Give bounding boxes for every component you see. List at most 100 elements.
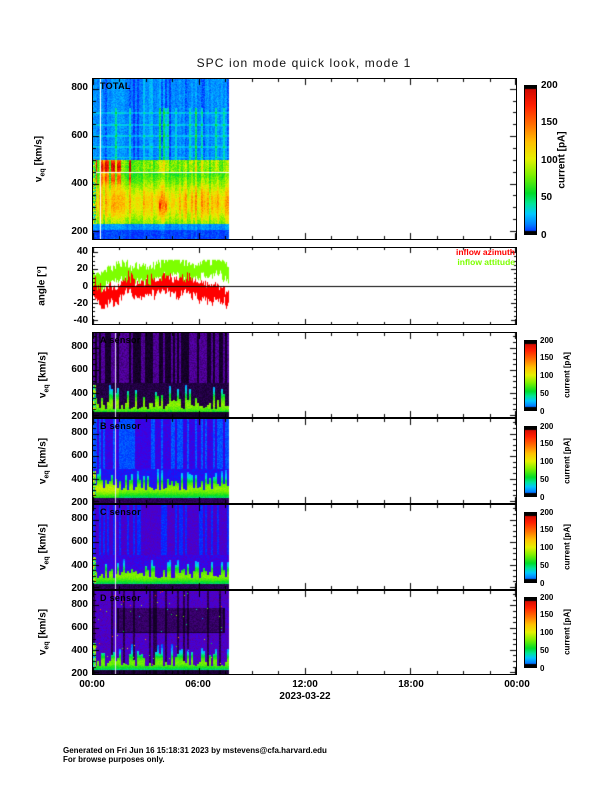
tick-label: 200 (540, 335, 554, 345)
colorbar-sensor-d-canvas (525, 598, 536, 667)
y-axis-label-angle: angle [°] (36, 266, 48, 306)
colorbar-sensor-b (524, 426, 537, 497)
x-tick-label: 06:00 (185, 679, 211, 690)
colorbar-label-sensor-a: current [pA] (562, 352, 572, 398)
colorbar-sensor-a-canvas (525, 341, 536, 410)
tick-label: 200 (71, 496, 88, 508)
y-axis-label-speed-a: veq[km/s] (37, 351, 51, 399)
panel-label-sensor-d: D sensor (100, 593, 141, 603)
tick-label: 150 (540, 610, 554, 620)
x-tick-label: 18:00 (398, 679, 424, 690)
colorbar-sensor-c (524, 512, 537, 583)
panel-inflow-angle (92, 247, 517, 325)
tick-label: 20 (76, 263, 88, 275)
footer: Generated on Fri Jun 16 15:18:31 2023 by… (63, 746, 327, 764)
tick-label: 100 (540, 457, 554, 466)
tick-label: 150 (540, 353, 554, 363)
tick-label: 600 (71, 364, 88, 376)
colorbar-sensor-a (524, 340, 537, 411)
colorbar-label-sensor-b: current [pA] (562, 438, 572, 484)
tick-label: 800 (71, 513, 88, 525)
x-tick-label: 00:00 (79, 679, 105, 690)
tick-label: 600 (71, 130, 88, 142)
tick-label: 800 (71, 82, 88, 94)
legend-inflow-attitude: inflow attitude (457, 256, 515, 267)
panel-sensor-d-spectrogram: D sensor (92, 590, 517, 675)
tick-label: 200 (540, 592, 554, 602)
footer-browse-line: For browse purposes only. (63, 754, 165, 764)
sensor-c-spectrogram-canvas (93, 505, 516, 589)
colorbar-label-sensor-c: current [pA] (562, 524, 572, 570)
tick-label: 600 (71, 536, 88, 548)
tick-label: 50 (540, 388, 549, 398)
panel-label-sensor-c: C sensor (100, 507, 141, 517)
colorbar-sensor-d (524, 597, 537, 668)
tick-label: 150 (541, 117, 558, 128)
tick-label: 200 (71, 410, 88, 422)
sensor-d-spectrogram-canvas (93, 591, 516, 674)
x-tick-label: 12:00 (292, 679, 318, 690)
tick-label: 600 (71, 450, 88, 462)
tick-label: 50 (541, 192, 553, 203)
panel-label-total: TOTAL (100, 81, 131, 91)
tick-label: 0 (541, 229, 547, 241)
tick-label: 100 (540, 543, 554, 552)
legend-inflow-azimuth: inflow azimuth (455, 247, 515, 257)
tick-label: 200 (540, 421, 554, 431)
tick-label: 0 (82, 280, 88, 292)
tick-label: 200 (71, 582, 88, 594)
colorbar-label-total: current [pA] (556, 131, 568, 189)
footer-generated-line: Generated on Fri Jun 16 15:18:31 2023 by… (63, 746, 327, 755)
colorbar-sensor-b-canvas (525, 427, 536, 496)
colorbar-total-canvas (525, 86, 536, 234)
tick-label: 800 (71, 341, 88, 353)
x-tick-label: 00:00 (504, 679, 530, 690)
tick-label: 0 (540, 578, 545, 588)
tick-label: 50 (540, 645, 549, 655)
tick-label: 0 (540, 492, 545, 502)
colorbar-sensor-c-canvas (525, 513, 536, 582)
panel-label-sensor-b: B sensor (100, 421, 141, 431)
sensor-a-spectrogram-canvas (93, 333, 516, 417)
colorbar-total (524, 85, 537, 235)
tick-label: 400 (71, 644, 88, 656)
tick-label: 400 (71, 473, 88, 485)
y-axis-label-speed-b: veq[km/s] (37, 437, 51, 485)
tick-label: 800 (71, 599, 88, 611)
plot-title: SPC ion mode quick look, mode 1 (196, 56, 412, 70)
colorbar-label-sensor-d: current [pA] (562, 609, 572, 655)
panel-sensor-b-spectrogram: B sensor (92, 418, 517, 504)
tick-label: -40 (73, 315, 88, 327)
angle-legend: inflow azimuth inflow attitude (455, 247, 515, 267)
angle-timeseries-canvas (93, 248, 516, 324)
tick-label: 50 (540, 560, 549, 570)
x-axis-date-label: 2023-03-22 (279, 691, 331, 702)
tick-label: 100 (540, 628, 554, 637)
tick-label: 100 (540, 371, 554, 380)
y-axis-label-speed-d: veq[km/s] (37, 608, 51, 656)
panel-total-spectrogram: TOTAL (92, 78, 517, 240)
tick-label: 200 (541, 79, 558, 91)
tick-label: 150 (540, 439, 554, 449)
tick-label: 100 (541, 154, 558, 166)
tick-label: 400 (71, 559, 88, 571)
tick-label: 50 (540, 474, 549, 484)
tick-label: 800 (71, 427, 88, 439)
tick-label: 200 (71, 667, 88, 679)
tick-label: 400 (71, 387, 88, 399)
panel-sensor-a-spectrogram: A sensor (92, 332, 517, 418)
tick-label: -20 (73, 297, 88, 309)
tick-label: 0 (540, 663, 545, 673)
tick-label: 600 (71, 622, 88, 634)
panel-label-sensor-a: A sensor (100, 335, 141, 345)
tick-label: 200 (540, 507, 554, 517)
y-axis-label-speed-c: veq[km/s] (37, 523, 51, 571)
y-axis-label-speed-total: veq[km/s] (33, 135, 47, 183)
tick-label: 0 (540, 406, 545, 416)
tick-label: 200 (71, 226, 88, 238)
panel-sensor-c-spectrogram: C sensor (92, 504, 517, 590)
tick-label: 40 (76, 245, 88, 257)
tick-label: 150 (540, 525, 554, 535)
sensor-b-spectrogram-canvas (93, 419, 516, 503)
